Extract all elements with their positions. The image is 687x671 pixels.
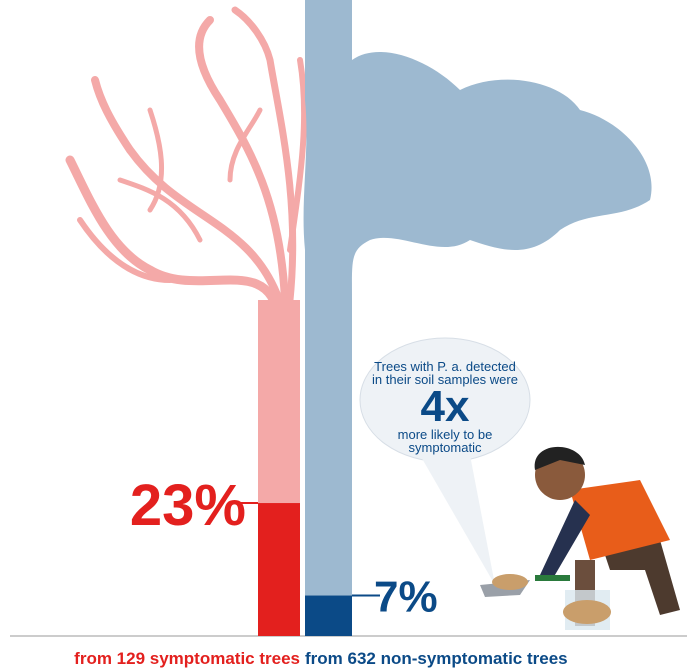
- person: [480, 446, 680, 630]
- value-label: 7%: [374, 573, 438, 622]
- healthy-canopy: [303, 0, 652, 636]
- callout: Trees with P. a. detected in their soil …: [370, 360, 520, 454]
- callout-tail: [420, 455, 495, 585]
- bar: [258, 503, 300, 636]
- callout-text: Trees with P. a. detected in their soil …: [372, 359, 518, 387]
- callout-text: more likely to be symptomatic: [397, 427, 493, 455]
- dead-tree: [65, 6, 308, 325]
- value-label: 23%: [130, 473, 246, 538]
- callout-figure: 4x: [420, 382, 470, 431]
- category-label: from 632 non-symptomatic trees: [305, 649, 568, 668]
- bar: [305, 595, 352, 636]
- category-label: from 129 symptomatic trees: [74, 649, 300, 668]
